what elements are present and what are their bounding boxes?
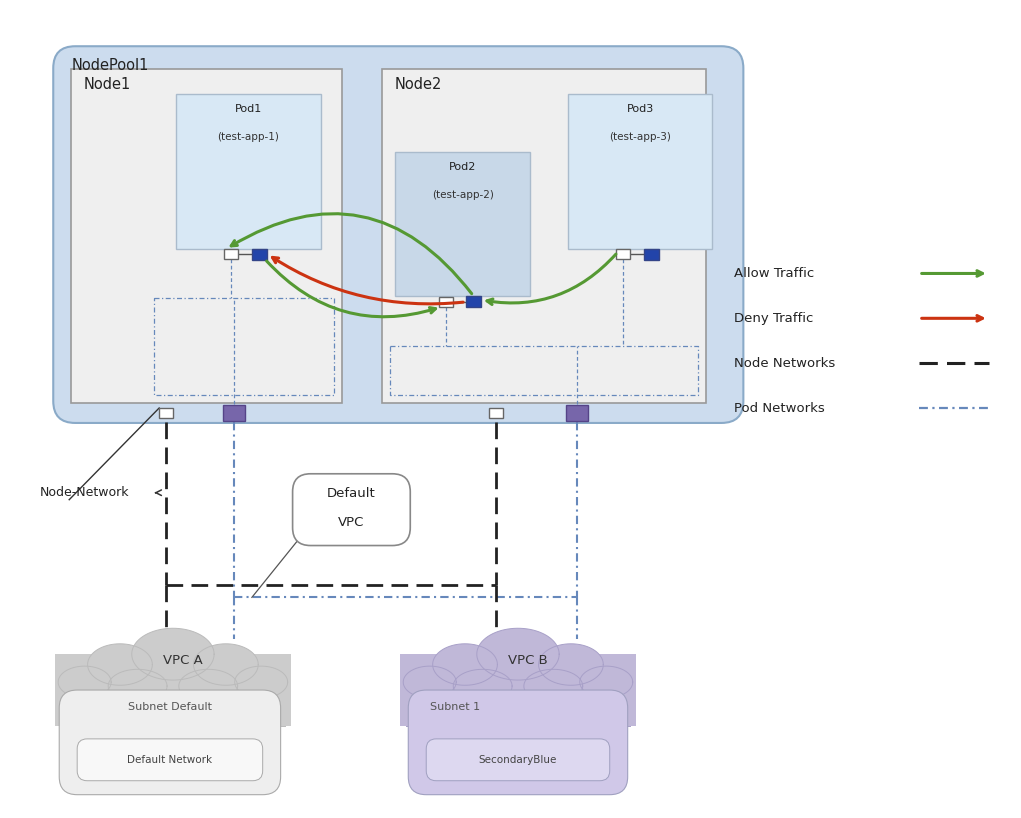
Text: VPC B: VPC B [508,654,548,667]
Ellipse shape [524,669,583,703]
Ellipse shape [235,666,288,698]
Bar [252,249,268,259]
Bar [616,249,630,259]
Bar [176,94,321,249]
Bar [159,408,174,418]
Bar [489,408,502,418]
Ellipse shape [58,666,111,698]
Bar [400,654,636,726]
Text: VPC A: VPC A [163,654,203,667]
Bar [55,654,291,726]
Ellipse shape [433,644,497,685]
Bar [71,70,342,403]
FancyBboxPatch shape [59,690,281,794]
Text: Node Networks: Node Networks [734,357,835,370]
Bar [395,152,530,296]
Text: Pod3: Pod3 [627,104,653,114]
Text: Pod1: Pod1 [235,104,261,114]
Ellipse shape [108,669,167,703]
Bar [224,249,238,259]
Bar [382,70,707,403]
Ellipse shape [194,644,258,685]
Ellipse shape [453,669,513,703]
Bar [466,296,481,308]
Text: Pod Networks: Pod Networks [734,402,825,415]
Ellipse shape [538,644,603,685]
Bar [568,94,713,249]
Text: Default Network: Default Network [128,755,212,765]
FancyBboxPatch shape [293,474,410,546]
Text: Allow Traffic: Allow Traffic [734,267,815,280]
Text: NodePool1: NodePool1 [71,58,149,73]
Text: Default: Default [327,487,376,500]
Text: Node-Network: Node-Network [39,486,129,499]
Text: (test-app-3): (test-app-3) [610,132,671,142]
Ellipse shape [477,628,560,680]
Text: Pod2: Pod2 [449,162,477,172]
Ellipse shape [88,644,152,685]
Ellipse shape [179,669,238,703]
Bar [439,297,453,307]
Text: Subnet 1: Subnet 1 [430,702,480,712]
Text: Subnet Default: Subnet Default [128,702,212,712]
Bar [644,249,660,259]
Text: SecondaryBlue: SecondaryBlue [479,755,557,765]
Text: Node2: Node2 [394,77,442,92]
FancyBboxPatch shape [53,47,743,423]
Text: Node1: Node1 [83,77,131,92]
Text: VPC: VPC [338,515,364,528]
Text: (test-app-2): (test-app-2) [432,190,493,200]
Ellipse shape [403,666,456,698]
FancyBboxPatch shape [78,739,262,780]
FancyBboxPatch shape [408,690,628,794]
FancyBboxPatch shape [426,739,610,780]
Text: (test-app-1): (test-app-1) [217,132,279,142]
Ellipse shape [132,628,214,680]
Ellipse shape [580,666,633,698]
Bar [566,405,588,421]
Text: Deny Traffic: Deny Traffic [734,312,814,325]
Bar [223,405,245,421]
